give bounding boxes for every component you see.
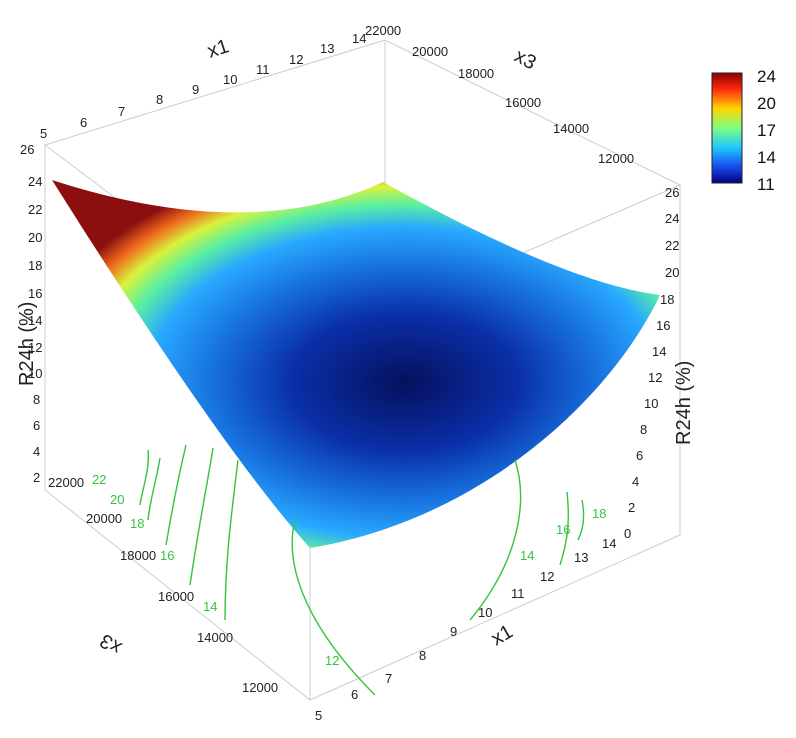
z-tick: 20 [665,265,679,280]
x1-tick: 8 [156,92,163,107]
x1-tick: 11 [256,62,270,77]
z-tick: 22 [665,238,679,253]
x1-tick: 6 [80,115,87,130]
z-tick: 10 [28,366,42,381]
colorbar [711,72,743,184]
x3-tick: 20000 [86,511,122,526]
z-axis-title-left: R24h (%) [16,302,38,386]
contour-label: 18 [130,516,144,531]
x1-tick: 10 [478,605,492,620]
x3-tick: 12000 [242,680,278,695]
z-tick: 26 [665,185,679,200]
floor-contours [139,444,585,696]
z-tick: 4 [33,444,40,459]
x3-tick: 20000 [412,44,448,59]
x1-tick: 5 [40,126,47,141]
z-tick: 18 [660,292,674,307]
colorbar-tick: 11 [757,175,775,194]
x1-axis-title-top: x1 [205,35,232,62]
x1-tick: 12 [289,52,303,67]
x1-tick: 13 [320,41,334,56]
z-tick: 14 [28,313,42,328]
colorbar-tick: 20 [757,94,776,113]
z-tick: 2 [628,500,635,515]
contour-label: 22 [92,472,106,487]
contour-label: 12 [325,653,339,668]
contour-labels: 22 20 18 16 14 12 14 16 18 [92,472,606,668]
z-tick: 8 [640,422,647,437]
x3-bottom-ticks: 22000 20000 18000 16000 14000 12000 [48,475,278,695]
x3-axis-title-bottom: x3 [96,629,125,659]
x3-tick: 18000 [458,66,494,81]
z-left-ticks: 26 24 22 20 18 16 14 12 10 8 6 4 2 [20,142,42,485]
x3-tick: 12000 [598,151,634,166]
z-tick: 6 [33,418,40,433]
z-tick: 8 [33,392,40,407]
contour-label: 16 [556,522,570,537]
z-tick: 2 [33,470,40,485]
colorbar-tick: 14 [757,148,776,167]
x3-axis-title-top: x3 [511,45,540,74]
z-tick: 12 [648,370,662,385]
z-tick: 20 [28,230,42,245]
x3-top-ticks: 22000 20000 18000 16000 14000 12000 [365,23,634,166]
x1-tick: 7 [118,104,125,119]
x3-tick: 22000 [48,475,84,490]
z-tick: 10 [644,396,658,411]
x3-tick: 14000 [553,121,589,136]
x1-tick: 6 [351,687,358,702]
z-tick: 0 [624,526,631,541]
x1-tick: 12 [540,569,554,584]
x1-tick: 9 [192,82,199,97]
x3-tick: 16000 [505,95,541,110]
z-tick: 18 [28,258,42,273]
z-tick: 14 [652,344,666,359]
z-right-ticks: 26 24 22 20 18 16 14 12 10 8 6 4 2 0 [624,185,679,541]
z-tick: 26 [20,142,34,157]
z-tick: 16 [656,318,670,333]
x1-tick: 9 [450,624,457,639]
x1-tick: 14 [602,536,616,551]
x3-tick: 22000 [365,23,401,38]
z-tick: 6 [636,448,643,463]
x1-tick: 11 [511,586,525,601]
contour-label: 14 [520,548,534,563]
contour-label: 16 [160,548,174,563]
response-surface [52,180,660,548]
z-tick: 24 [28,174,42,189]
x3-tick: 18000 [120,548,156,563]
z-tick: 12 [28,340,42,355]
x1-tick: 14 [352,31,366,46]
contour-label: 18 [592,506,606,521]
colorbar-tick: 24 [757,67,776,86]
colorbar-ticks: 24 20 17 14 11 [757,67,776,194]
z-tick: 22 [28,202,42,217]
x1-tick: 5 [315,708,322,723]
colorbar-tick: 17 [757,121,776,140]
z-tick: 24 [665,211,679,226]
x1-bottom-ticks: 5 6 7 8 9 10 11 12 13 14 [315,536,616,723]
z-tick: 4 [632,474,639,489]
x1-tick: 8 [419,648,426,663]
z-tick: 16 [28,286,42,301]
x3-tick: 16000 [158,589,194,604]
x1-axis-title-bottom: x1 [488,621,517,651]
z-axis-title-right: R24h (%) [673,361,695,445]
x1-top-ticks: 5 6 7 8 9 10 11 12 13 14 [40,31,366,141]
x3-tick: 14000 [197,630,233,645]
contour-label: 20 [110,492,124,507]
x1-tick: 13 [574,550,588,565]
x1-tick: 7 [385,671,392,686]
contour-label: 14 [203,599,217,614]
x1-tick: 10 [223,72,237,87]
